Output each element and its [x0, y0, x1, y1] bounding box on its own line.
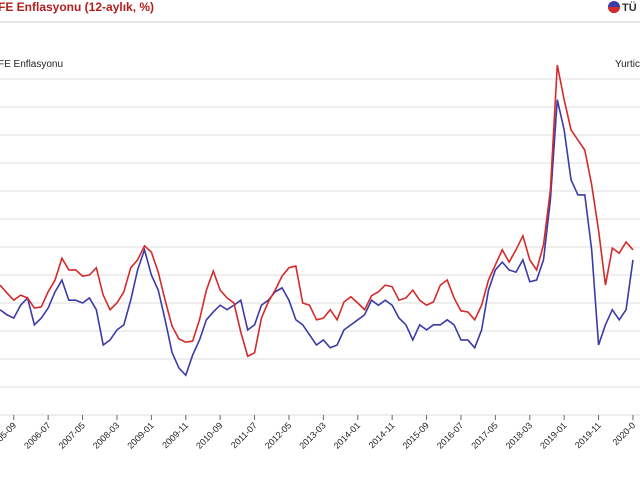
logo-icon-part	[608, 7, 620, 13]
x-tick-label: 2012-05	[263, 420, 293, 450]
x-tick-label: 2018-03	[504, 420, 534, 450]
logo-text: TÜ	[622, 1, 637, 14]
x-tick-label: 2019-01	[538, 420, 568, 450]
x-tick-label: 2016-07	[435, 420, 465, 450]
x-tick-label: 2013-03	[297, 420, 327, 450]
x-tick-label: 2006-07	[22, 420, 52, 450]
legend-label: Yurtic	[615, 59, 640, 70]
x-tick-label: 2007-05	[57, 420, 87, 450]
x-tick-label: 2009-01	[125, 420, 155, 450]
x-tick-label: 2014-01	[332, 420, 362, 450]
x-tick-label: 2020-0	[610, 420, 637, 447]
x-tick-label: 2011-07	[229, 420, 259, 450]
x-tick-label: 2009-11	[160, 420, 190, 450]
legend-label: FE Enflasyonu	[0, 59, 63, 70]
x-tick-label: 2015-09	[401, 420, 431, 450]
x-tick-label: 2017-05	[469, 420, 499, 450]
series-line	[0, 64, 634, 358]
series-line	[0, 99, 634, 377]
x-tick-label: 2019-11	[573, 420, 603, 450]
x-tick-label: 2014-11	[367, 420, 397, 450]
x-tick-label: 2008-03	[91, 420, 121, 450]
x-tick-label: 2010-09	[194, 420, 224, 450]
chart-title: FE Enflasyonu (12-aylık, %)	[0, 0, 154, 14]
x-tick-label: 2005-09	[0, 420, 18, 450]
